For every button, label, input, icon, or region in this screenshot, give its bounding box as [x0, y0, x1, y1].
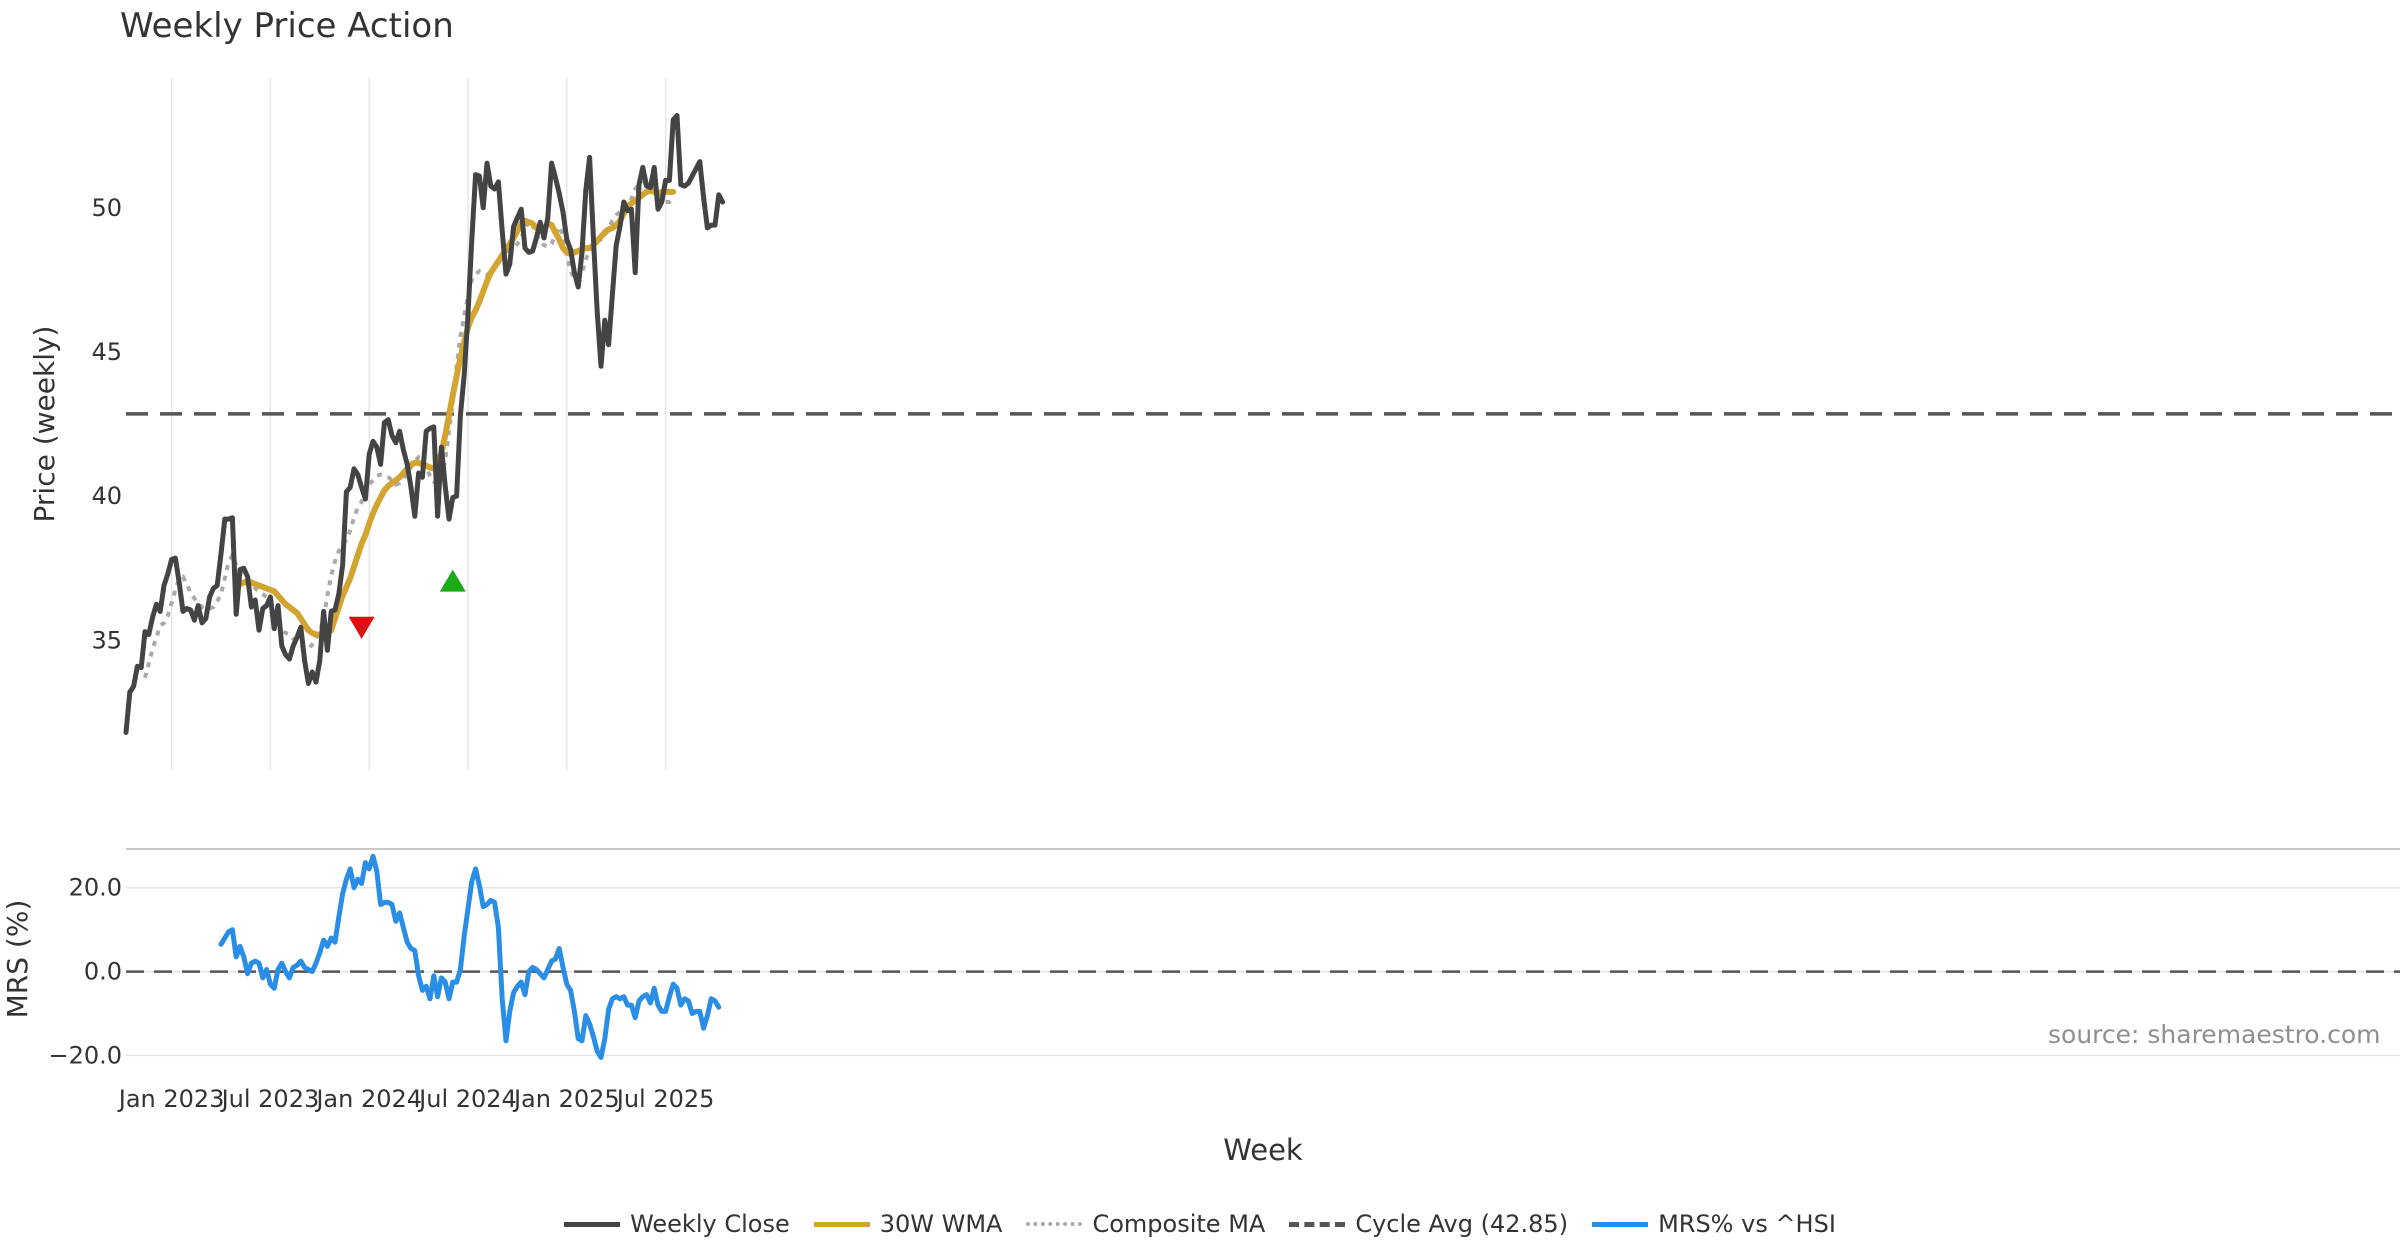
x-tick-label: Jan 2025: [512, 1085, 620, 1113]
close-series-line: [123, 113, 726, 735]
mrs-series-line: [218, 853, 722, 1060]
x-tick-label: Jan 2023: [117, 1085, 225, 1113]
wma-series-line: [233, 187, 677, 638]
legend-label: Composite MA: [1092, 1210, 1266, 1238]
legend-label: Cycle Avg (42.85): [1355, 1210, 1569, 1238]
legend-swatch: [1592, 1221, 1649, 1227]
legend-label: MRS% vs ^HSI: [1658, 1210, 1836, 1238]
mrs-y-tick-label: 20.0: [69, 874, 122, 902]
sell-signal-marker: [348, 616, 375, 639]
mrs-y-tick-label: −20.0: [48, 1041, 122, 1069]
x-tick-label: Jul 2024: [417, 1085, 517, 1113]
price-y-tick-label: 45: [91, 338, 122, 366]
price-y-tick-label: 40: [91, 482, 122, 510]
legend-item-wma: 30W WMA: [813, 1210, 1003, 1238]
price-y-tick-label: 50: [91, 194, 122, 222]
legend-swatch: [813, 1221, 870, 1227]
series-layer: [123, 113, 2400, 1060]
price-y-tick-label: 35: [91, 626, 122, 654]
legend-item-composite: Composite MA: [1026, 1210, 1265, 1238]
x-axis-label: Week: [1223, 1133, 1303, 1167]
legend-item-mrs: MRS% vs ^HSI: [1592, 1210, 1836, 1238]
legend: Weekly Close 30W WMA Composite MA Cycle Avg…: [0, 1210, 2400, 1238]
source-label: source: sharemaestro.com: [2048, 1020, 2381, 1049]
legend-item-cycle: Cycle Avg (42.85): [1289, 1210, 1568, 1238]
legend-swatch: [564, 1221, 621, 1227]
buy-signal-marker: [439, 569, 466, 592]
x-tick-label: Jul 2025: [615, 1085, 715, 1113]
mrs-y-tick-label: 0.0: [84, 958, 122, 986]
x-tick-label: Jan 2024: [314, 1085, 422, 1113]
legend-item-close: Weekly Close: [564, 1210, 790, 1238]
legend-swatch: [1026, 1222, 1083, 1226]
chart-title: Weekly Price Action: [120, 6, 454, 46]
legend-label: 30W WMA: [879, 1210, 1003, 1238]
x-tick-label: Jul 2023: [220, 1085, 320, 1113]
price-y-axis-label: Price (weekly): [28, 326, 61, 523]
legend-label: Weekly Close: [630, 1210, 790, 1238]
mrs-y-axis-label: MRS (%): [1, 900, 34, 1019]
legend-swatch: [1289, 1221, 1346, 1227]
